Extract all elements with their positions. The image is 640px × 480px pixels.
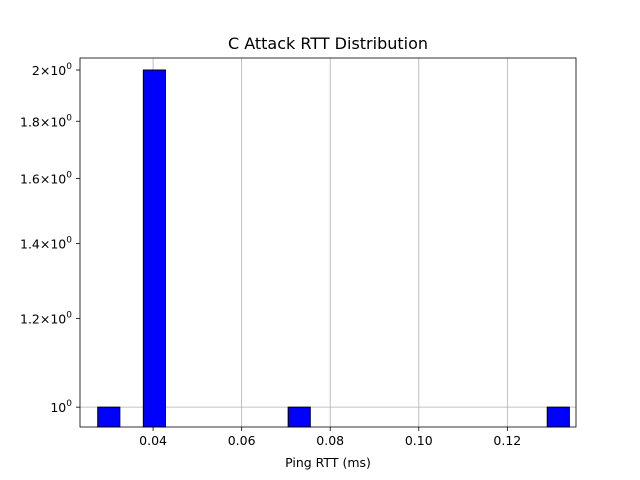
histogram-bar — [546, 406, 570, 428]
bars — [97, 69, 570, 428]
y-tick-label: 2×100 — [32, 62, 72, 78]
y-tick-label: 1.2×100 — [20, 310, 72, 326]
y-tick-label: 100 — [50, 399, 72, 415]
chart-title: C Attack RTT Distribution — [228, 34, 428, 53]
histogram-bar — [142, 69, 166, 428]
x-tick-label: 0.08 — [316, 433, 344, 448]
y-tick-label: 1.6×100 — [20, 171, 72, 187]
histogram-bar — [97, 406, 121, 428]
histogram-bar — [287, 406, 311, 428]
y-tick-label: 1.8×100 — [20, 113, 72, 129]
x-tick-label: 0.10 — [405, 433, 433, 448]
y-tick-label: 1.4×100 — [20, 235, 72, 251]
x-tick-label: 0.04 — [139, 433, 167, 448]
y-axis-ticks: 100 1.2×100 1.4×100 1.6×100 1.8×100 2×100 — [20, 62, 80, 415]
plot-frame — [79, 57, 577, 428]
x-tick-label: 0.12 — [493, 433, 521, 448]
x-axis-ticks: 0.04 0.06 0.08 0.10 0.12 — [139, 427, 521, 448]
x-tick-label: 0.06 — [228, 433, 256, 448]
x-axis-label: Ping RTT (ms) — [285, 455, 371, 470]
